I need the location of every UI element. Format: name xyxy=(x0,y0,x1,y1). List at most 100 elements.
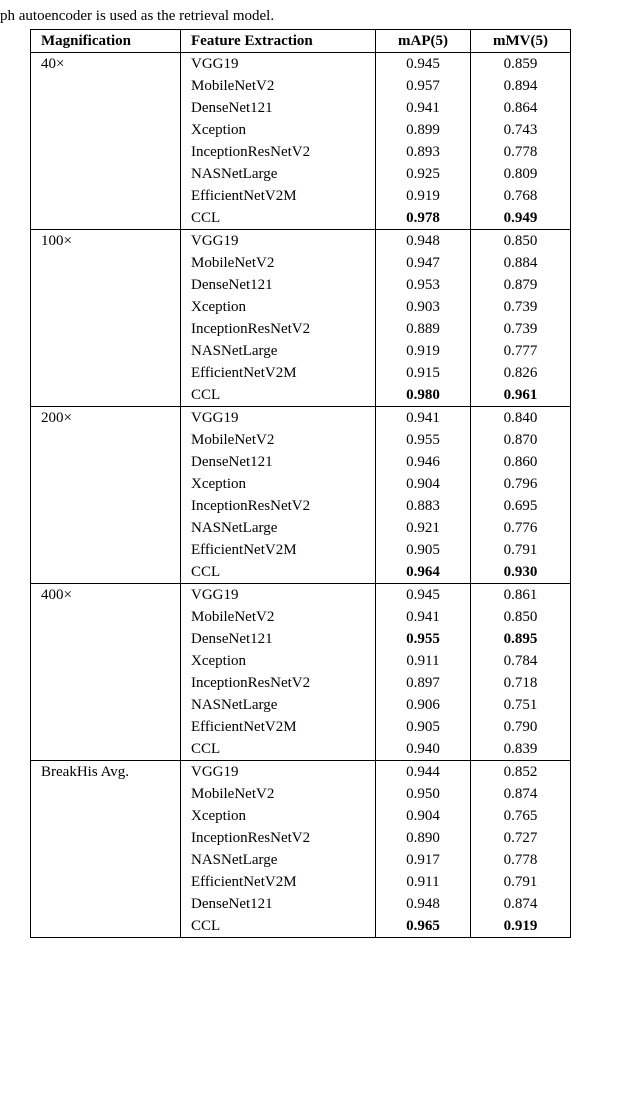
cell-magnification xyxy=(31,141,181,163)
cell-magnification xyxy=(31,451,181,473)
cell-magnification xyxy=(31,473,181,495)
cell-magnification xyxy=(31,694,181,716)
cell-feature-extraction: MobileNetV2 xyxy=(181,429,376,451)
cell-magnification xyxy=(31,252,181,274)
cell-mmv5: 0.790 xyxy=(471,716,571,738)
cell-mmv5: 0.850 xyxy=(471,606,571,628)
table-row: DenseNet1210.9460.860 xyxy=(31,451,571,473)
cell-feature-extraction: Xception xyxy=(181,119,376,141)
cell-map5: 0.905 xyxy=(376,539,471,561)
table-row: DenseNet1210.9550.895 xyxy=(31,628,571,650)
cell-magnification xyxy=(31,716,181,738)
table-row: MobileNetV20.9570.894 xyxy=(31,75,571,97)
cell-magnification xyxy=(31,827,181,849)
cell-map5: 0.905 xyxy=(376,716,471,738)
cell-map5: 0.919 xyxy=(376,340,471,362)
cell-mmv5: 0.852 xyxy=(471,761,571,784)
cell-feature-extraction: NASNetLarge xyxy=(181,340,376,362)
col-mmv5: mMV(5) xyxy=(471,30,571,53)
cell-mmv5: 0.695 xyxy=(471,495,571,517)
cell-mmv5: 0.961 xyxy=(471,384,571,407)
cell-magnification xyxy=(31,517,181,539)
cell-magnification xyxy=(31,384,181,407)
cell-magnification xyxy=(31,495,181,517)
col-feature-extraction: Feature Extraction xyxy=(181,30,376,53)
cell-magnification xyxy=(31,207,181,230)
cell-map5: 0.946 xyxy=(376,451,471,473)
cell-mmv5: 0.861 xyxy=(471,584,571,607)
cell-feature-extraction: CCL xyxy=(181,915,376,938)
cell-magnification xyxy=(31,274,181,296)
cell-map5: 0.978 xyxy=(376,207,471,230)
cell-magnification xyxy=(31,783,181,805)
cell-mmv5: 0.839 xyxy=(471,738,571,761)
cell-mmv5: 0.930 xyxy=(471,561,571,584)
cell-feature-extraction: DenseNet121 xyxy=(181,893,376,915)
cell-magnification xyxy=(31,185,181,207)
table-row: NASNetLarge0.9060.751 xyxy=(31,694,571,716)
table-row: CCL0.9780.949 xyxy=(31,207,571,230)
cell-map5: 0.904 xyxy=(376,805,471,827)
cell-map5: 0.904 xyxy=(376,473,471,495)
cell-map5: 0.911 xyxy=(376,871,471,893)
cell-map5: 0.903 xyxy=(376,296,471,318)
table-row: Xception0.9030.739 xyxy=(31,296,571,318)
cell-magnification xyxy=(31,650,181,672)
cell-mmv5: 0.727 xyxy=(471,827,571,849)
cell-magnification: 100× xyxy=(31,230,181,253)
cell-map5: 0.941 xyxy=(376,97,471,119)
cell-map5: 0.948 xyxy=(376,230,471,253)
cell-feature-extraction: CCL xyxy=(181,207,376,230)
cell-magnification xyxy=(31,539,181,561)
cell-mmv5: 0.791 xyxy=(471,539,571,561)
cell-magnification: 200× xyxy=(31,407,181,430)
table-header-row: Magnification Feature Extraction mAP(5) … xyxy=(31,30,571,53)
cell-magnification xyxy=(31,296,181,318)
cell-map5: 0.919 xyxy=(376,185,471,207)
cell-feature-extraction: InceptionResNetV2 xyxy=(181,318,376,340)
cell-magnification xyxy=(31,672,181,694)
cell-magnification xyxy=(31,340,181,362)
cell-mmv5: 0.739 xyxy=(471,318,571,340)
cell-mmv5: 0.791 xyxy=(471,871,571,893)
table-row: NASNetLarge0.9190.777 xyxy=(31,340,571,362)
cell-magnification xyxy=(31,163,181,185)
cell-map5: 0.883 xyxy=(376,495,471,517)
table-row: 400×VGG190.9450.861 xyxy=(31,584,571,607)
cell-map5: 0.948 xyxy=(376,893,471,915)
table-row: EfficientNetV2M0.9050.790 xyxy=(31,716,571,738)
cell-feature-extraction: VGG19 xyxy=(181,584,376,607)
cell-magnification xyxy=(31,97,181,119)
cell-magnification xyxy=(31,628,181,650)
table-row: CCL0.9800.961 xyxy=(31,384,571,407)
cell-magnification xyxy=(31,738,181,761)
cell-feature-extraction: NASNetLarge xyxy=(181,694,376,716)
cell-mmv5: 0.778 xyxy=(471,849,571,871)
cell-map5: 0.941 xyxy=(376,606,471,628)
cell-map5: 0.964 xyxy=(376,561,471,584)
cell-map5: 0.980 xyxy=(376,384,471,407)
cell-map5: 0.921 xyxy=(376,517,471,539)
cell-map5: 0.941 xyxy=(376,407,471,430)
cell-magnification xyxy=(31,606,181,628)
table-row: EfficientNetV2M0.9190.768 xyxy=(31,185,571,207)
cell-mmv5: 0.859 xyxy=(471,53,571,76)
table-row: EfficientNetV2M0.9050.791 xyxy=(31,539,571,561)
cell-mmv5: 0.884 xyxy=(471,252,571,274)
cell-feature-extraction: Xception xyxy=(181,473,376,495)
cell-magnification xyxy=(31,871,181,893)
cell-mmv5: 0.860 xyxy=(471,451,571,473)
cell-mmv5: 0.870 xyxy=(471,429,571,451)
table-row: NASNetLarge0.9250.809 xyxy=(31,163,571,185)
cell-feature-extraction: Xception xyxy=(181,296,376,318)
table-row: CCL0.9640.930 xyxy=(31,561,571,584)
cell-map5: 0.925 xyxy=(376,163,471,185)
col-map5: mAP(5) xyxy=(376,30,471,53)
cell-mmv5: 0.718 xyxy=(471,672,571,694)
cell-feature-extraction: InceptionResNetV2 xyxy=(181,827,376,849)
cell-mmv5: 0.840 xyxy=(471,407,571,430)
cell-feature-extraction: CCL xyxy=(181,738,376,761)
cell-feature-extraction: VGG19 xyxy=(181,53,376,76)
table-row: BreakHis Avg.VGG190.9440.852 xyxy=(31,761,571,784)
cell-mmv5: 0.879 xyxy=(471,274,571,296)
